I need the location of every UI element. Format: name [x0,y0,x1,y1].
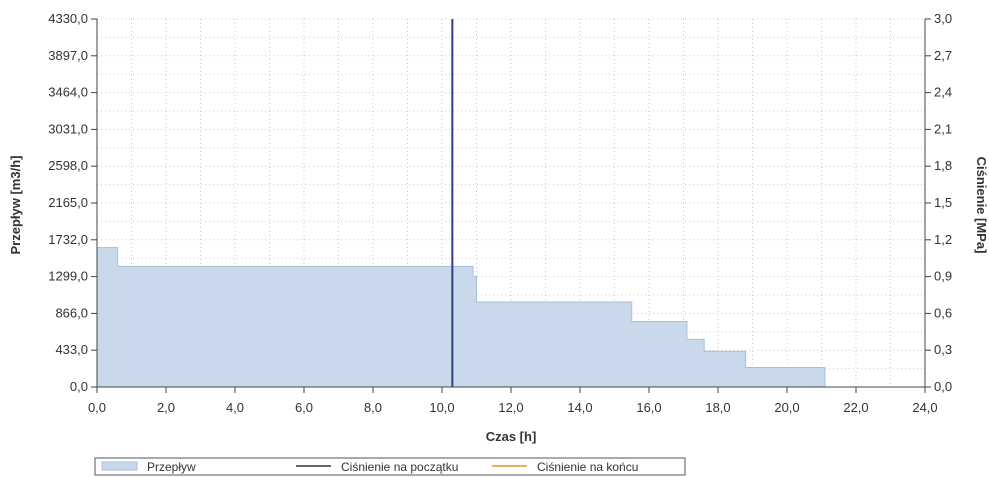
y-right-tick-label: 0,6 [934,305,952,320]
x-tick-label: 24,0 [912,400,937,415]
y-left-tick-label: 0,0 [70,379,88,394]
x-tick-label: 16,0 [636,400,661,415]
x-tick-label: 18,0 [705,400,730,415]
legend: Przepływ Ciśnienie na początku Ciśnienie… [94,457,686,476]
legend-swatch-flow [101,461,138,471]
y-left-tick-label: 2165,0 [48,195,88,210]
y-right-tick-label: 1,8 [934,158,952,173]
y-left-tick-label: 3464,0 [48,85,88,100]
legend-label-flow: Przepływ [147,460,196,474]
y-left-tick-label: 433,0 [55,342,88,357]
y-left-tick-label: 2598,0 [48,158,88,173]
y-right-tick-label: 0,3 [934,342,952,357]
x-axis-title: Czas [h] [486,429,537,444]
y-left-axis-title: Przepływ [m3/h] [8,156,23,255]
legend-item-pressure-end: Ciśnienie na końcu [492,460,638,474]
y-left-tick-label: 4330,0 [48,11,88,26]
legend-label-pressure-end: Ciśnienie na końcu [537,460,638,474]
y-left-tick-label: 866,0 [55,305,88,320]
y-right-tick-label: 0,0 [934,379,952,394]
y-right-ticks: 0,0 0,3 0,6 0,9 1,2 1,5 1,8 2,1 2,4 2,7 3,0 [925,11,952,394]
y-right-tick-label: 0,9 [934,269,952,284]
y-right-tick-label: 1,5 [934,195,952,210]
y-right-axis-title: Ciśnienie [MPa] [974,157,989,254]
y-left-tick-label: 1732,0 [48,232,88,247]
y-right-tick-label: 2,4 [934,85,952,100]
x-tick-label: 2,0 [157,400,175,415]
y-left-tick-label: 3897,0 [48,48,88,63]
y-left-tick-label: 3031,0 [48,121,88,136]
legend-box [94,457,686,476]
x-ticks: 0,0 2,0 4,0 6,0 8,0 10,0 12,0 14,0 16,0 18,0 20,0 2… [88,387,938,415]
x-tick-label: 20,0 [774,400,799,415]
y-left-ticks: 0,0 433,0 866,0 1299,0 1732,0 2165,0 2598,0 303… [48,11,97,394]
y-right-tick-label: 3,0 [934,11,952,26]
flow-area [96,247,826,388]
x-tick-label: 4,0 [226,400,244,415]
legend-label-pressure-start: Ciśnienie na początku [341,460,458,474]
x-tick-label: 22,0 [843,400,868,415]
x-tick-label: 6,0 [295,400,313,415]
x-tick-label: 14,0 [567,400,592,415]
x-tick-label: 10,0 [429,400,454,415]
y-left-tick-label: 1299,0 [48,269,88,284]
x-tick-label: 12,0 [498,400,523,415]
x-tick-label: 0,0 [88,400,106,415]
y-right-tick-label: 2,1 [934,121,952,136]
legend-item-pressure-start: Ciśnienie na początku [296,460,458,474]
x-tick-label: 8,0 [364,400,382,415]
y-right-tick-label: 1,2 [934,232,952,247]
series-area [96,247,826,388]
legend-item-flow: Przepływ [101,460,196,474]
y-right-tick-label: 2,7 [934,48,952,63]
